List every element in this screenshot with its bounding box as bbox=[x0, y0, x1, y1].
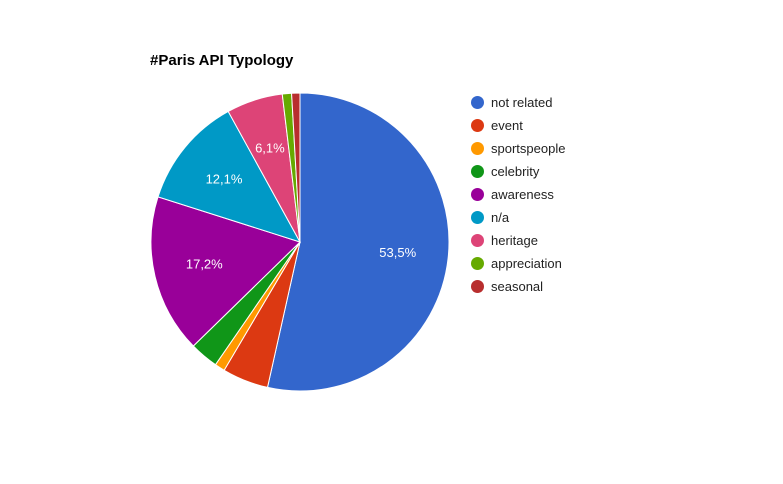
legend-item-sportspeople[interactable]: sportspeople bbox=[471, 137, 565, 160]
legend-label: appreciation bbox=[491, 256, 562, 271]
legend-label: sportspeople bbox=[491, 141, 566, 156]
data-label-awareness: 17,2% bbox=[186, 257, 223, 272]
legend-swatch bbox=[471, 165, 484, 178]
legend-label: not related bbox=[491, 95, 553, 110]
legend-swatch bbox=[471, 234, 484, 247]
data-label-n-a: 12,1% bbox=[206, 172, 243, 187]
legend: not related event sportspeople celebrity awa… bbox=[471, 91, 565, 298]
legend-swatch bbox=[471, 96, 484, 109]
legend-swatch bbox=[471, 280, 484, 293]
legend-swatch bbox=[471, 257, 484, 270]
pie-slice-n-a[interactable] bbox=[157, 110, 302, 243]
legend-label: heritage bbox=[491, 233, 538, 248]
data-label-heritage: 6,1% bbox=[255, 140, 285, 155]
legend-label: celebrity bbox=[491, 164, 540, 179]
legend-label: n/a bbox=[491, 210, 510, 225]
legend-item-celebrity[interactable]: celebrity bbox=[471, 160, 565, 183]
legend-swatch bbox=[471, 211, 484, 224]
legend-item-seasonal[interactable]: seasonal bbox=[471, 275, 565, 298]
legend-item-awareness[interactable]: awareness bbox=[471, 183, 565, 206]
legend-swatch bbox=[471, 188, 484, 201]
legend-label: seasonal bbox=[491, 279, 544, 294]
legend-swatch bbox=[471, 119, 484, 132]
legend-item-not-related[interactable]: not related bbox=[471, 91, 565, 114]
chart-title: #Paris API Typology bbox=[150, 52, 294, 69]
pie-slice-not-related[interactable] bbox=[266, 92, 450, 392]
legend-label: event bbox=[491, 118, 523, 133]
legend-item-appreciation[interactable]: appreciation bbox=[471, 252, 565, 275]
pie-slice-seasonal[interactable] bbox=[291, 92, 301, 243]
legend-label: awareness bbox=[491, 187, 554, 202]
legend-item-event[interactable]: event bbox=[471, 114, 565, 137]
legend-swatch bbox=[471, 142, 484, 155]
legend-item-heritage[interactable]: heritage bbox=[471, 229, 565, 252]
pie-slice-awareness[interactable] bbox=[150, 196, 301, 347]
data-label-not-related: 53,5% bbox=[379, 245, 416, 260]
legend-item-n-a[interactable]: n/a bbox=[471, 206, 565, 229]
